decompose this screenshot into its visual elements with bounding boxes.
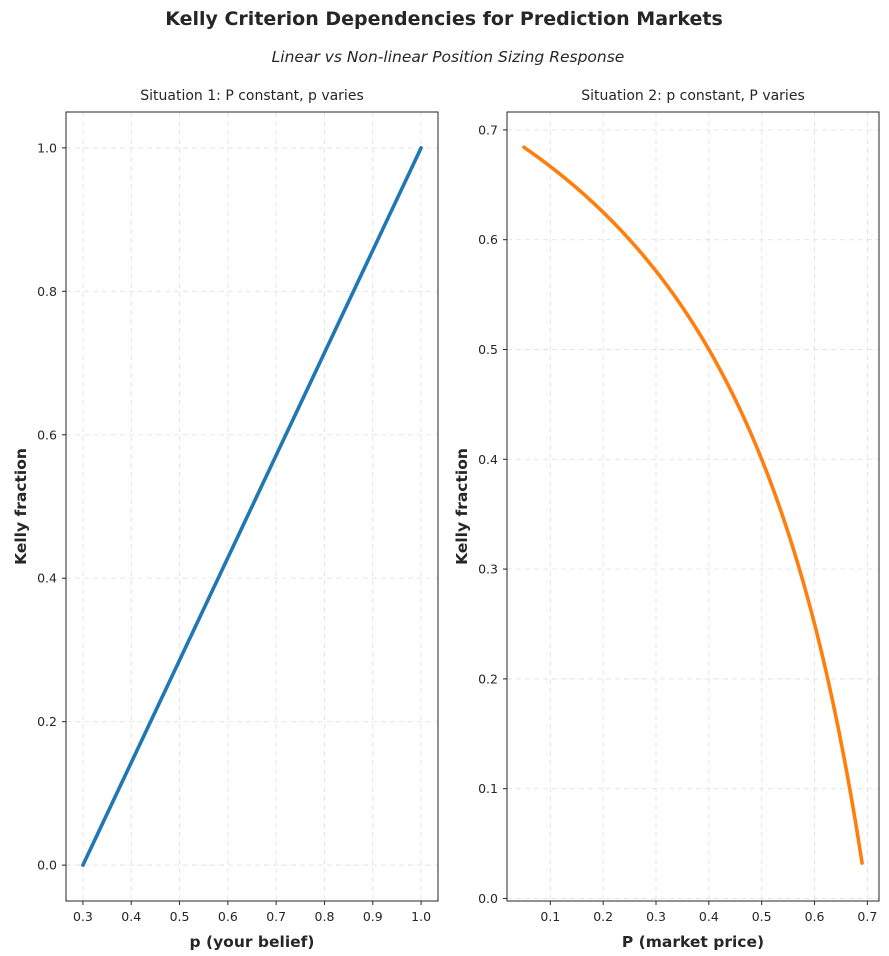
x-tick-label: 0.3 [646, 909, 666, 924]
y-tick-label: 1.0 [37, 140, 57, 155]
figure-subtitle: Linear vs Non-linear Position Sizing Res… [272, 48, 625, 66]
y-tick-label: 0.0 [478, 891, 498, 906]
x-tick-label: 0.9 [363, 909, 383, 924]
y-tick-label: 0.4 [478, 452, 498, 467]
x-tick-label: 0.1 [540, 909, 560, 924]
y-tick-label: 0.4 [37, 571, 57, 586]
y-tick-label: 0.1 [478, 781, 498, 796]
y-tick-label: 0.2 [478, 671, 498, 686]
x-tick-label: 0.4 [699, 909, 719, 924]
y-axis-label-right: Kelly fraction [453, 448, 471, 565]
x-tick-label: 0.5 [752, 909, 772, 924]
series-line-right [522, 145, 864, 865]
plot-frame [65, 111, 439, 902]
x-tick-label: 0.6 [218, 909, 238, 924]
y-tick-label: 0.8 [37, 284, 57, 299]
x-tick-label: 0.7 [266, 909, 286, 924]
y-axis-label-left: Kelly fraction [12, 448, 30, 565]
y-tick-label: 0.3 [478, 562, 498, 577]
x-tick-label: 1.0 [411, 909, 431, 924]
y-tick-label: 0.5 [478, 342, 498, 357]
x-tick-label: 0.4 [121, 909, 141, 924]
figure-title: Kelly Criterion Dependencies for Predict… [165, 8, 723, 30]
chart-left: 0.3 0.4 0.5 0.6 0.7 0.8 0.9 1.0 0.0 0.2 0.4 0.6 0.8 1… [12, 88, 439, 951]
x-tick-label: 0.5 [170, 909, 190, 924]
series-line-left [81, 146, 423, 867]
y-tick-label: 0.7 [478, 122, 498, 137]
y-tick-label: 0.6 [37, 427, 57, 442]
x-axis-label-left: p (your belief) [190, 933, 315, 951]
x-tick-label: 0.6 [805, 909, 825, 924]
x-tick-label: 0.7 [857, 909, 877, 924]
y-tick-label: 0.6 [478, 232, 498, 247]
x-axis-label-right: P (market price) [622, 933, 764, 951]
y-tick-label: 0.0 [37, 858, 57, 873]
y-tick-label: 0.2 [37, 714, 57, 729]
chart-title-left: Situation 1: P constant, p varies [140, 88, 363, 104]
chart-title-right: Situation 2: p constant, P varies [581, 88, 804, 104]
x-tick-label: 0.2 [593, 909, 613, 924]
chart-right: 0.1 0.2 0.3 0.4 0.5 0.6 0.7 0.0 0.1 0.2 0.3 0.4 0.5 0… [453, 88, 880, 951]
x-tick-label: 0.8 [315, 909, 335, 924]
x-tick-label: 0.3 [73, 909, 93, 924]
plot-frame [506, 111, 880, 902]
